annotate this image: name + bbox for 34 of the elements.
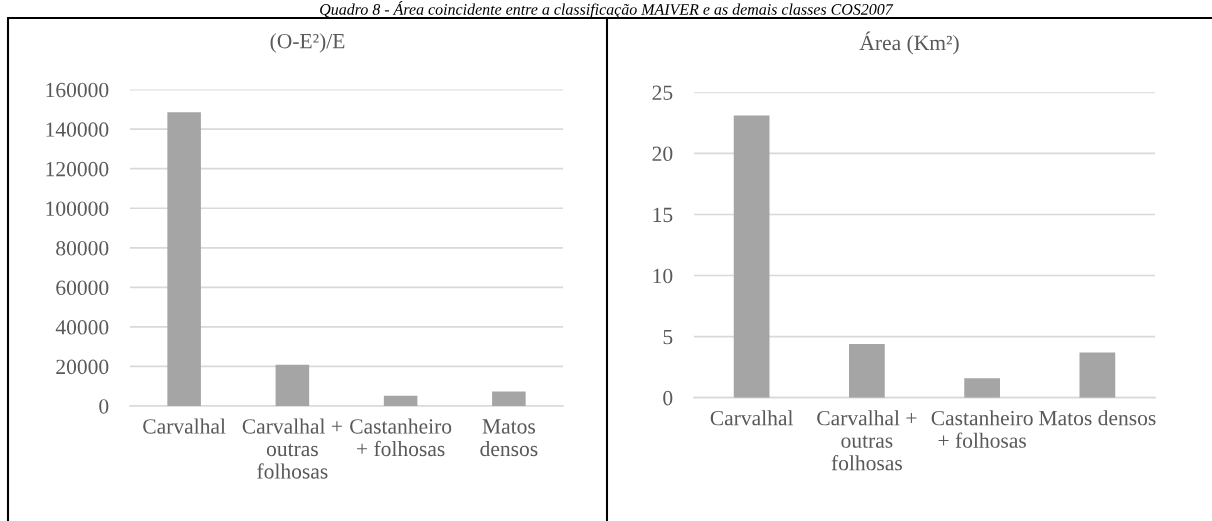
- chart-title: (O-E²)/E: [270, 33, 345, 53]
- chart-title: Área (Km²): [859, 31, 959, 55]
- bar: [733, 115, 770, 398]
- y-tick-label: 25: [652, 85, 673, 100]
- y-tick-label: 40000: [55, 320, 109, 335]
- x-tick-label: Matos densos: [1039, 410, 1156, 426]
- y-tick-label: 15: [653, 207, 673, 223]
- bar: [964, 378, 1000, 398]
- x-tick-label: Castanheiro + folhosas: [931, 410, 1033, 448]
- y-tick-label: 5: [663, 329, 673, 345]
- y-tick-label: 140000: [46, 122, 109, 137]
- y-tick-label: 80000: [56, 240, 109, 256]
- bar: [849, 343, 885, 398]
- bar: [383, 395, 418, 406]
- bar: [1079, 352, 1116, 398]
- y-tick-label: 20: [652, 146, 673, 162]
- y-tick-label: 120000: [46, 161, 109, 177]
- y-tick-label: 60000: [56, 280, 109, 296]
- x-tick-label: Matos densos: [480, 419, 538, 457]
- y-tick-label: 0: [663, 390, 673, 406]
- bar: [492, 391, 526, 406]
- y-tick-label: 160000: [46, 82, 109, 98]
- text: Quadro 8 - Área coincidente entre a classificação MAIVER e as demais classes COS2007: [320, 1, 894, 19]
- y-tick-label: 0: [99, 399, 109, 414]
- x-tick-label: Carvalhal + outras folhosas: [242, 418, 342, 479]
- bar: [275, 364, 310, 406]
- bar: [167, 112, 201, 406]
- y-tick-label: 100000: [46, 201, 109, 216]
- x-tick-label: Carvalhal: [143, 418, 226, 434]
- y-tick-label: 20000: [56, 359, 109, 375]
- x-tick-label: Castanheiro + folhosas: [350, 418, 452, 457]
- x-tick-label: Carvalhal: [710, 410, 794, 426]
- x-tick-label: Carvalhal + outras folhosas: [817, 410, 917, 471]
- y-tick-label: 10: [653, 268, 673, 284]
